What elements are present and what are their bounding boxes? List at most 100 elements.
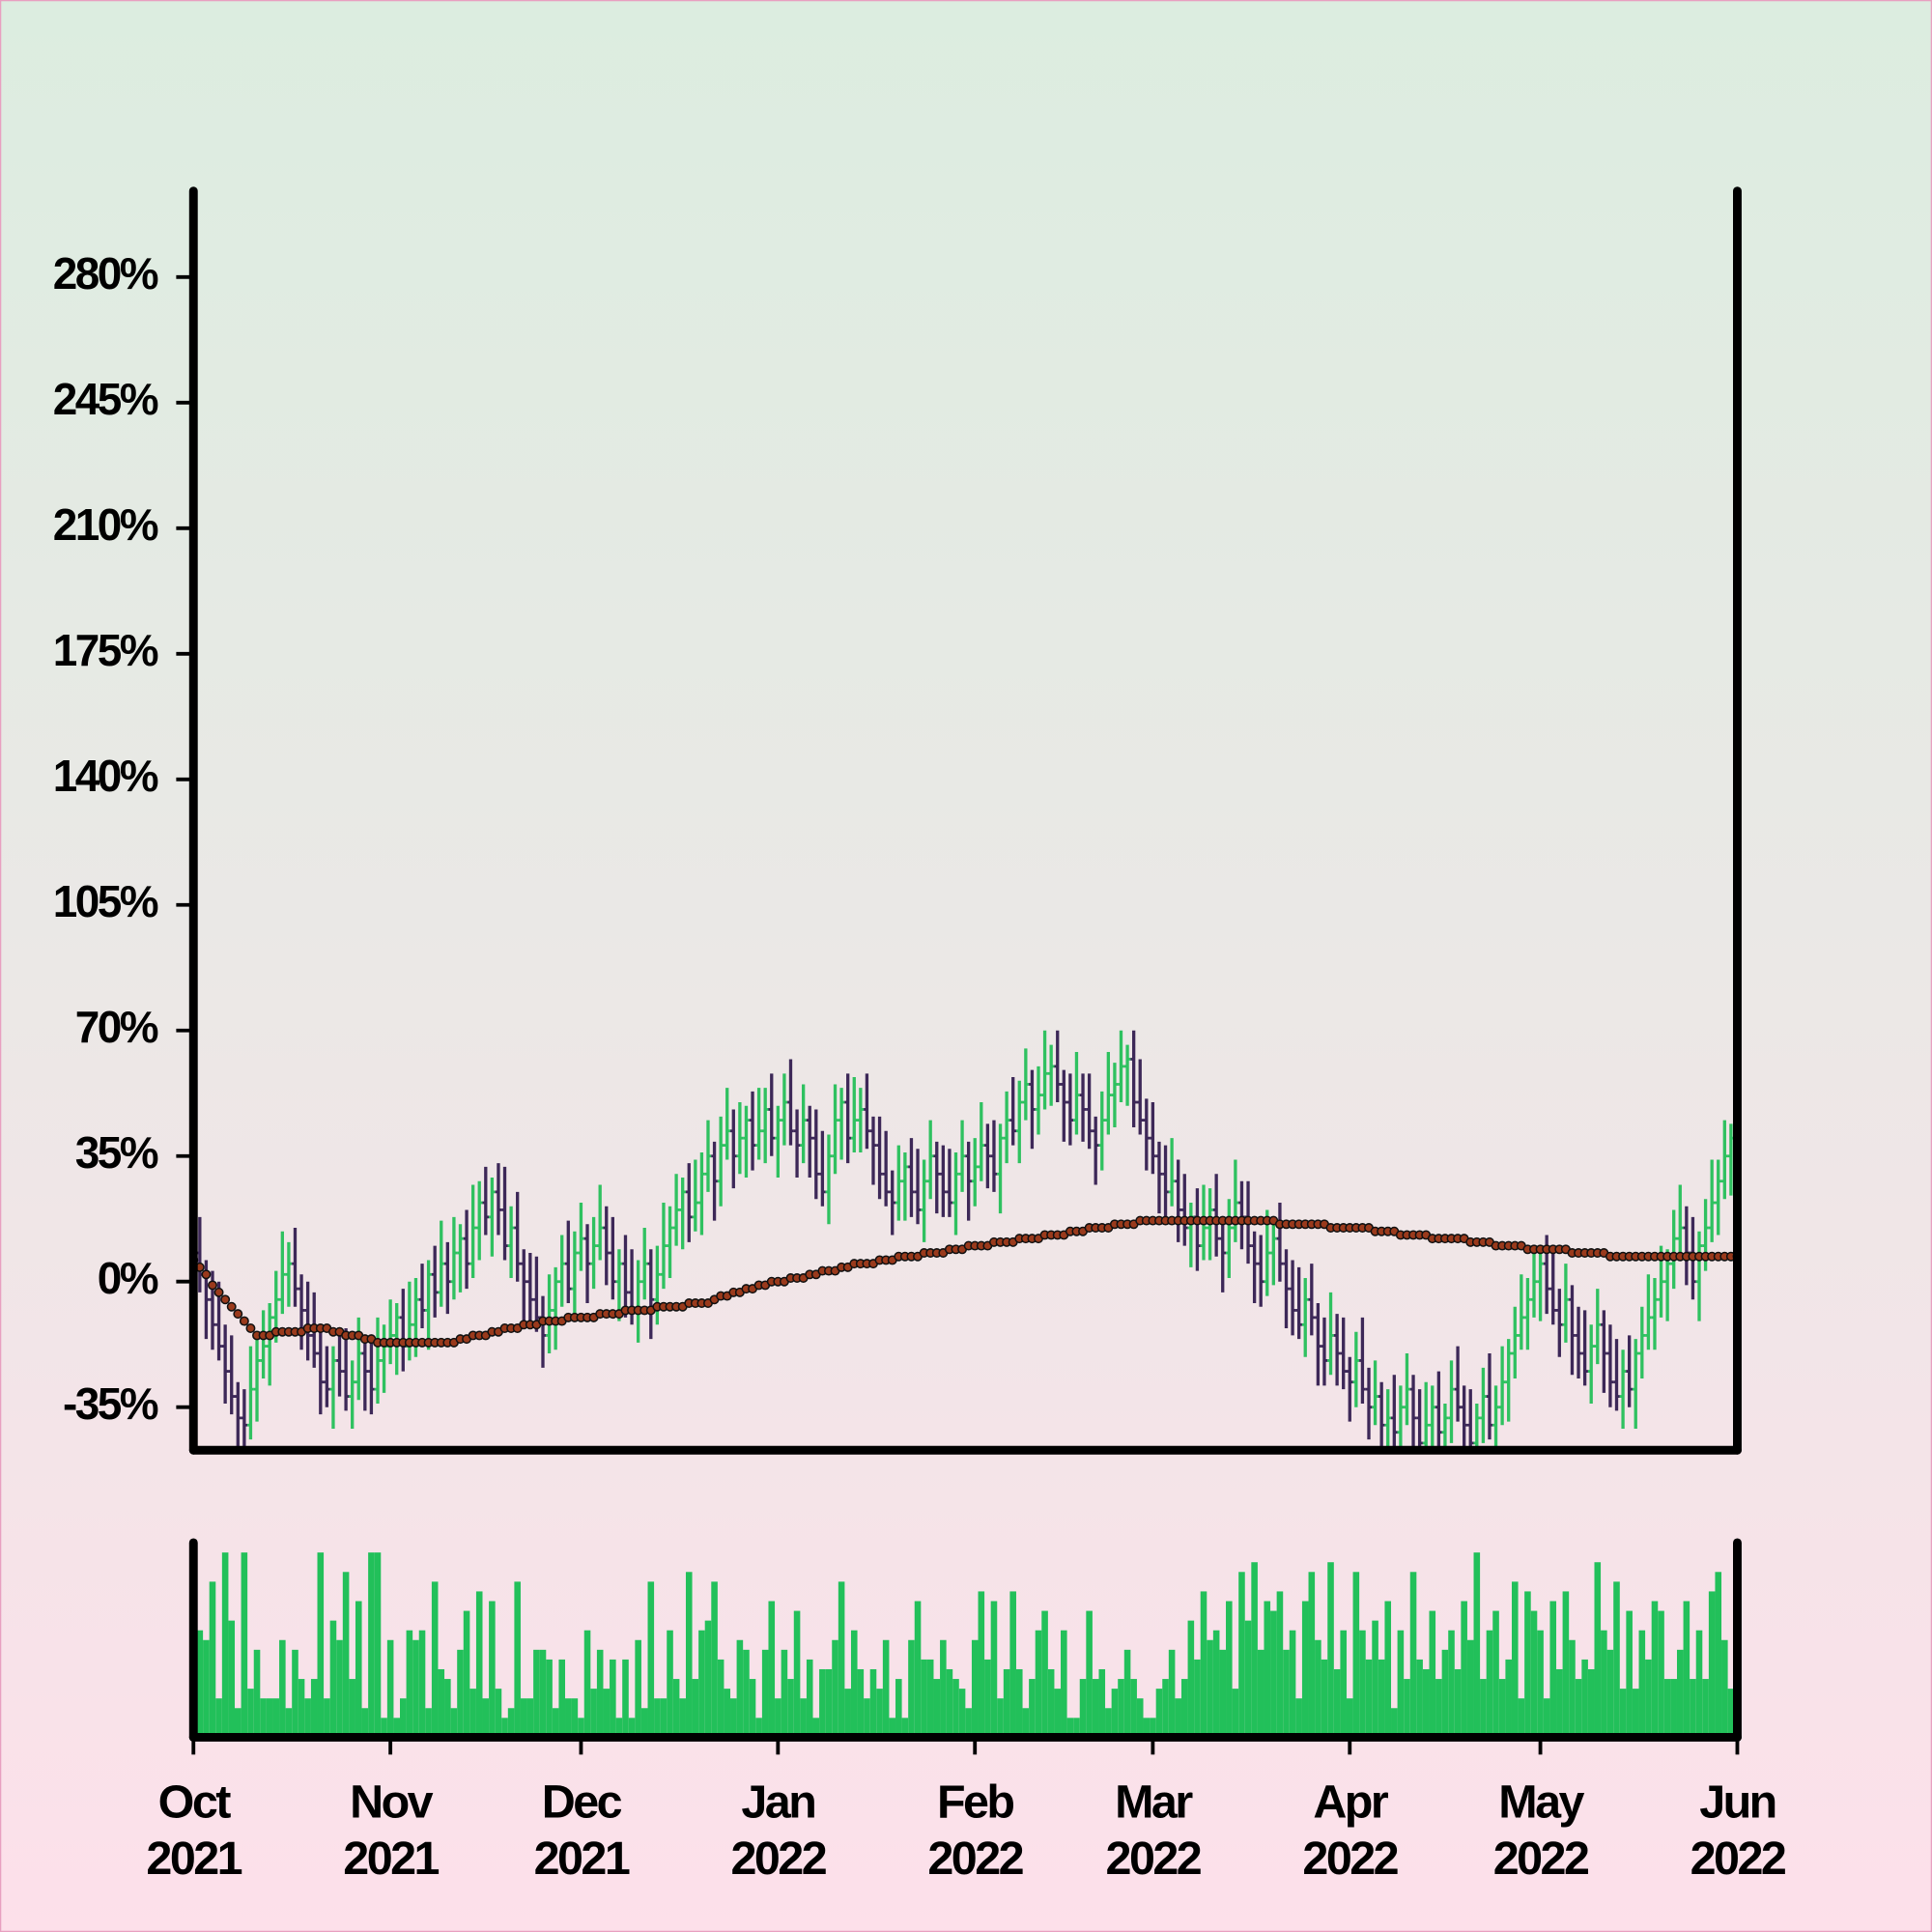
volume-bar bbox=[1537, 1630, 1544, 1738]
volume-bar bbox=[889, 1718, 896, 1738]
volume-bar bbox=[1461, 1601, 1467, 1738]
volume-bar bbox=[978, 1591, 985, 1738]
volume-bar bbox=[1404, 1679, 1410, 1738]
x-tick-label-box: Nov 2021 bbox=[343, 1776, 440, 1886]
y-tick-label: 0% bbox=[98, 1253, 158, 1303]
volume-bar bbox=[1632, 1689, 1639, 1738]
volume-bar bbox=[1721, 1639, 1728, 1738]
y-tick-label: 175% bbox=[53, 625, 158, 675]
volume-bar bbox=[1207, 1639, 1213, 1738]
volume-bar bbox=[431, 1581, 439, 1738]
volume-bar bbox=[355, 1601, 362, 1738]
volume-bar bbox=[1658, 1610, 1664, 1738]
moving-average-point bbox=[239, 1316, 249, 1326]
volume-bar bbox=[1327, 1562, 1334, 1738]
volume-bar bbox=[292, 1649, 298, 1738]
volume-bar bbox=[1238, 1572, 1245, 1738]
moving-average-point bbox=[220, 1294, 231, 1305]
volume-bar bbox=[1619, 1689, 1627, 1738]
volume-bar bbox=[1244, 1620, 1252, 1738]
volume-bar bbox=[1429, 1610, 1436, 1738]
volume-bar bbox=[1365, 1659, 1373, 1738]
volume-bar bbox=[965, 1708, 972, 1738]
volume-bar bbox=[692, 1679, 699, 1738]
volume-bar bbox=[876, 1689, 883, 1738]
volume-bar bbox=[469, 1689, 476, 1738]
x-tick-label-box: Mar 2022 bbox=[1105, 1776, 1203, 1886]
volume-bar bbox=[1473, 1552, 1481, 1738]
volume-bar bbox=[304, 1698, 311, 1738]
volume-bar bbox=[272, 1698, 280, 1738]
volume-bar bbox=[418, 1630, 426, 1738]
volume-bar bbox=[660, 1698, 668, 1738]
volume-bar bbox=[1346, 1698, 1353, 1738]
volume-bar bbox=[1601, 1630, 1607, 1738]
volume-bar bbox=[349, 1679, 355, 1738]
x-tick-label: Jun 2022 bbox=[1690, 1776, 1787, 1886]
volume-bar bbox=[1276, 1591, 1284, 1738]
volume-bar bbox=[775, 1698, 781, 1738]
volume-bar bbox=[946, 1668, 953, 1738]
volume-bar bbox=[1061, 1630, 1067, 1738]
x-tick-label-box: Jan 2022 bbox=[730, 1776, 827, 1885]
x-tick-label-box: May 2022 bbox=[1493, 1776, 1590, 1885]
volume-bar bbox=[1257, 1649, 1264, 1738]
volume-bar bbox=[704, 1620, 712, 1738]
volume-bar bbox=[1422, 1668, 1430, 1738]
x-tick-label-box: Oct 2021 bbox=[146, 1776, 242, 1885]
volume-bar bbox=[1638, 1630, 1646, 1738]
volume-bar bbox=[1480, 1679, 1487, 1738]
volume-bar bbox=[571, 1698, 579, 1738]
volume-bar bbox=[1270, 1610, 1277, 1738]
x-tick-label: Mar 2022 bbox=[1105, 1776, 1203, 1886]
volume-bar bbox=[1333, 1668, 1341, 1738]
volume-bar bbox=[285, 1708, 293, 1738]
volume-bar bbox=[1492, 1610, 1499, 1738]
volume-bar bbox=[1645, 1659, 1652, 1738]
volume-bar bbox=[901, 1718, 909, 1738]
volume-bar bbox=[971, 1639, 979, 1738]
volume-bar bbox=[520, 1698, 527, 1738]
volume-bar bbox=[381, 1718, 387, 1738]
volume-bar bbox=[565, 1698, 572, 1738]
volume-bar bbox=[253, 1649, 261, 1738]
volume-bar bbox=[1575, 1679, 1582, 1738]
volume-bar bbox=[583, 1630, 591, 1738]
volume-bar bbox=[1397, 1630, 1405, 1738]
volume-bar bbox=[1606, 1649, 1614, 1738]
volume-bar bbox=[1264, 1601, 1271, 1738]
volume-bar bbox=[310, 1679, 318, 1738]
x-tick-label: Apr 2022 bbox=[1302, 1776, 1399, 1886]
volume-bar bbox=[940, 1639, 947, 1738]
volume-bar bbox=[1295, 1698, 1302, 1738]
volume-bar bbox=[698, 1630, 705, 1738]
volume-bar bbox=[1441, 1649, 1449, 1738]
volume-bar bbox=[679, 1698, 686, 1738]
volume-bar bbox=[1180, 1679, 1188, 1738]
volume-bar bbox=[921, 1659, 927, 1738]
volume-bar bbox=[832, 1639, 838, 1738]
volume-bar bbox=[628, 1718, 636, 1738]
volume-bar bbox=[990, 1601, 998, 1738]
volume-bar bbox=[603, 1689, 611, 1738]
volume-bar bbox=[1486, 1630, 1493, 1738]
price-plot bbox=[193, 1030, 1738, 1451]
volume-bar bbox=[463, 1610, 470, 1738]
y-tick-label: 245% bbox=[53, 374, 158, 424]
volume-bar bbox=[1251, 1562, 1258, 1738]
volume-bar bbox=[755, 1718, 762, 1738]
volume-bar bbox=[196, 1630, 204, 1738]
volume-bar bbox=[1150, 1718, 1156, 1738]
volume-bar bbox=[1359, 1630, 1366, 1738]
volume-bar bbox=[1226, 1601, 1233, 1738]
x-tick-label-box: Feb 2022 bbox=[927, 1776, 1024, 1885]
volume-bar bbox=[1581, 1659, 1588, 1738]
x-tick-label: Nov 2021 bbox=[343, 1776, 440, 1886]
volume-bar bbox=[819, 1668, 826, 1738]
volume-bar bbox=[1587, 1668, 1595, 1738]
volume-bar bbox=[761, 1649, 769, 1738]
x-tick-label: Dec 2021 bbox=[533, 1776, 631, 1886]
volume-bar bbox=[672, 1679, 680, 1738]
